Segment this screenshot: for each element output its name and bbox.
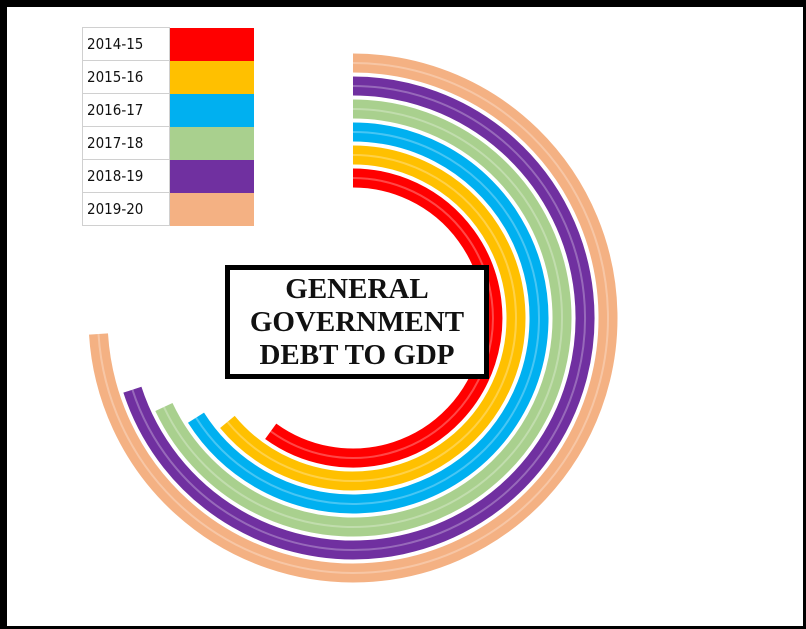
arc-2019-20 (89, 53, 618, 583)
legend-item: 2014-15 (82, 27, 254, 61)
legend-item: 2019-20 (82, 192, 254, 226)
chart-title: GENERAL GOVERNMENT DEBT TO GDP (225, 265, 489, 379)
legend-swatch (169, 126, 254, 160)
arc-2015-16 (220, 145, 526, 491)
arc-2016-17 (187, 122, 549, 514)
legend-label: 2018-19 (82, 159, 170, 193)
arc-2017-18 (155, 99, 572, 537)
arc-highlight (162, 108, 563, 528)
arc-highlight (195, 131, 541, 505)
legend-label: 2017-18 (82, 126, 170, 160)
legend-item: 2017-18 (82, 126, 254, 160)
legend-label: 2019-20 (82, 192, 170, 226)
legend-item: 2015-16 (82, 60, 254, 94)
legend-swatch (169, 192, 254, 226)
legend-swatch (169, 159, 254, 193)
arc-highlight (97, 62, 609, 574)
legend-label: 2015-16 (82, 60, 170, 94)
arc-highlight (131, 85, 587, 551)
legend-label: 2014-15 (82, 27, 170, 61)
legend-swatch (169, 93, 254, 127)
arc-highlight (226, 154, 517, 482)
arc-2018-19 (123, 76, 595, 560)
legend-item: 2018-19 (82, 159, 254, 193)
legend-label: 2016-17 (82, 93, 170, 127)
legend: 2014-15 2015-16 2016-17 2017-18 2018-19 2019-… (82, 27, 254, 226)
legend-item: 2016-17 (82, 93, 254, 127)
legend-swatch (169, 60, 254, 94)
legend-swatch (169, 27, 254, 61)
